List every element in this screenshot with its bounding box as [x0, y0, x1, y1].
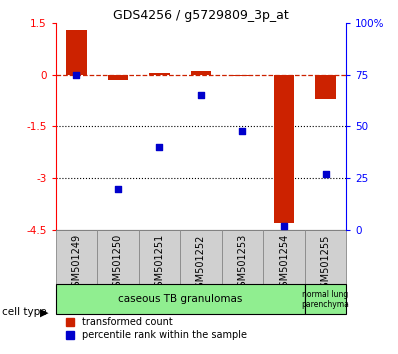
Bar	[315, 75, 336, 99]
Bar	[305, 230, 346, 284]
Bar	[191, 71, 211, 75]
Bar	[263, 230, 305, 284]
Bar	[97, 230, 139, 284]
Bar	[180, 230, 222, 284]
Bar	[305, 284, 346, 314]
Point	[156, 144, 163, 150]
Point	[73, 72, 80, 78]
Text: normal lung
parenchyma: normal lung parenchyma	[302, 290, 349, 309]
Text: GSM501250: GSM501250	[113, 234, 123, 293]
Point	[115, 185, 121, 191]
Text: GSM501255: GSM501255	[320, 234, 330, 293]
Point	[322, 171, 329, 177]
Point	[281, 223, 287, 229]
Bar	[107, 75, 129, 80]
Point	[239, 128, 246, 133]
Text: GSM501252: GSM501252	[196, 234, 206, 293]
Text: GSM501251: GSM501251	[154, 234, 164, 293]
Bar	[66, 30, 87, 75]
Bar	[274, 75, 295, 223]
Bar	[149, 73, 170, 75]
Text: GSM501254: GSM501254	[279, 234, 289, 293]
Bar	[56, 230, 97, 284]
Text: caseous TB granulomas: caseous TB granulomas	[118, 294, 242, 304]
Text: GSM501249: GSM501249	[72, 234, 82, 293]
Text: cell type: cell type	[2, 307, 47, 317]
Bar	[232, 75, 253, 76]
Bar	[222, 230, 263, 284]
Text: ▶: ▶	[40, 307, 48, 317]
Bar	[56, 284, 305, 314]
Title: GDS4256 / g5729809_3p_at: GDS4256 / g5729809_3p_at	[113, 9, 289, 22]
Point	[198, 93, 204, 98]
Text: GSM501253: GSM501253	[238, 234, 248, 293]
Legend: transformed count, percentile rank within the sample: transformed count, percentile rank withi…	[66, 318, 247, 341]
Bar	[139, 230, 180, 284]
